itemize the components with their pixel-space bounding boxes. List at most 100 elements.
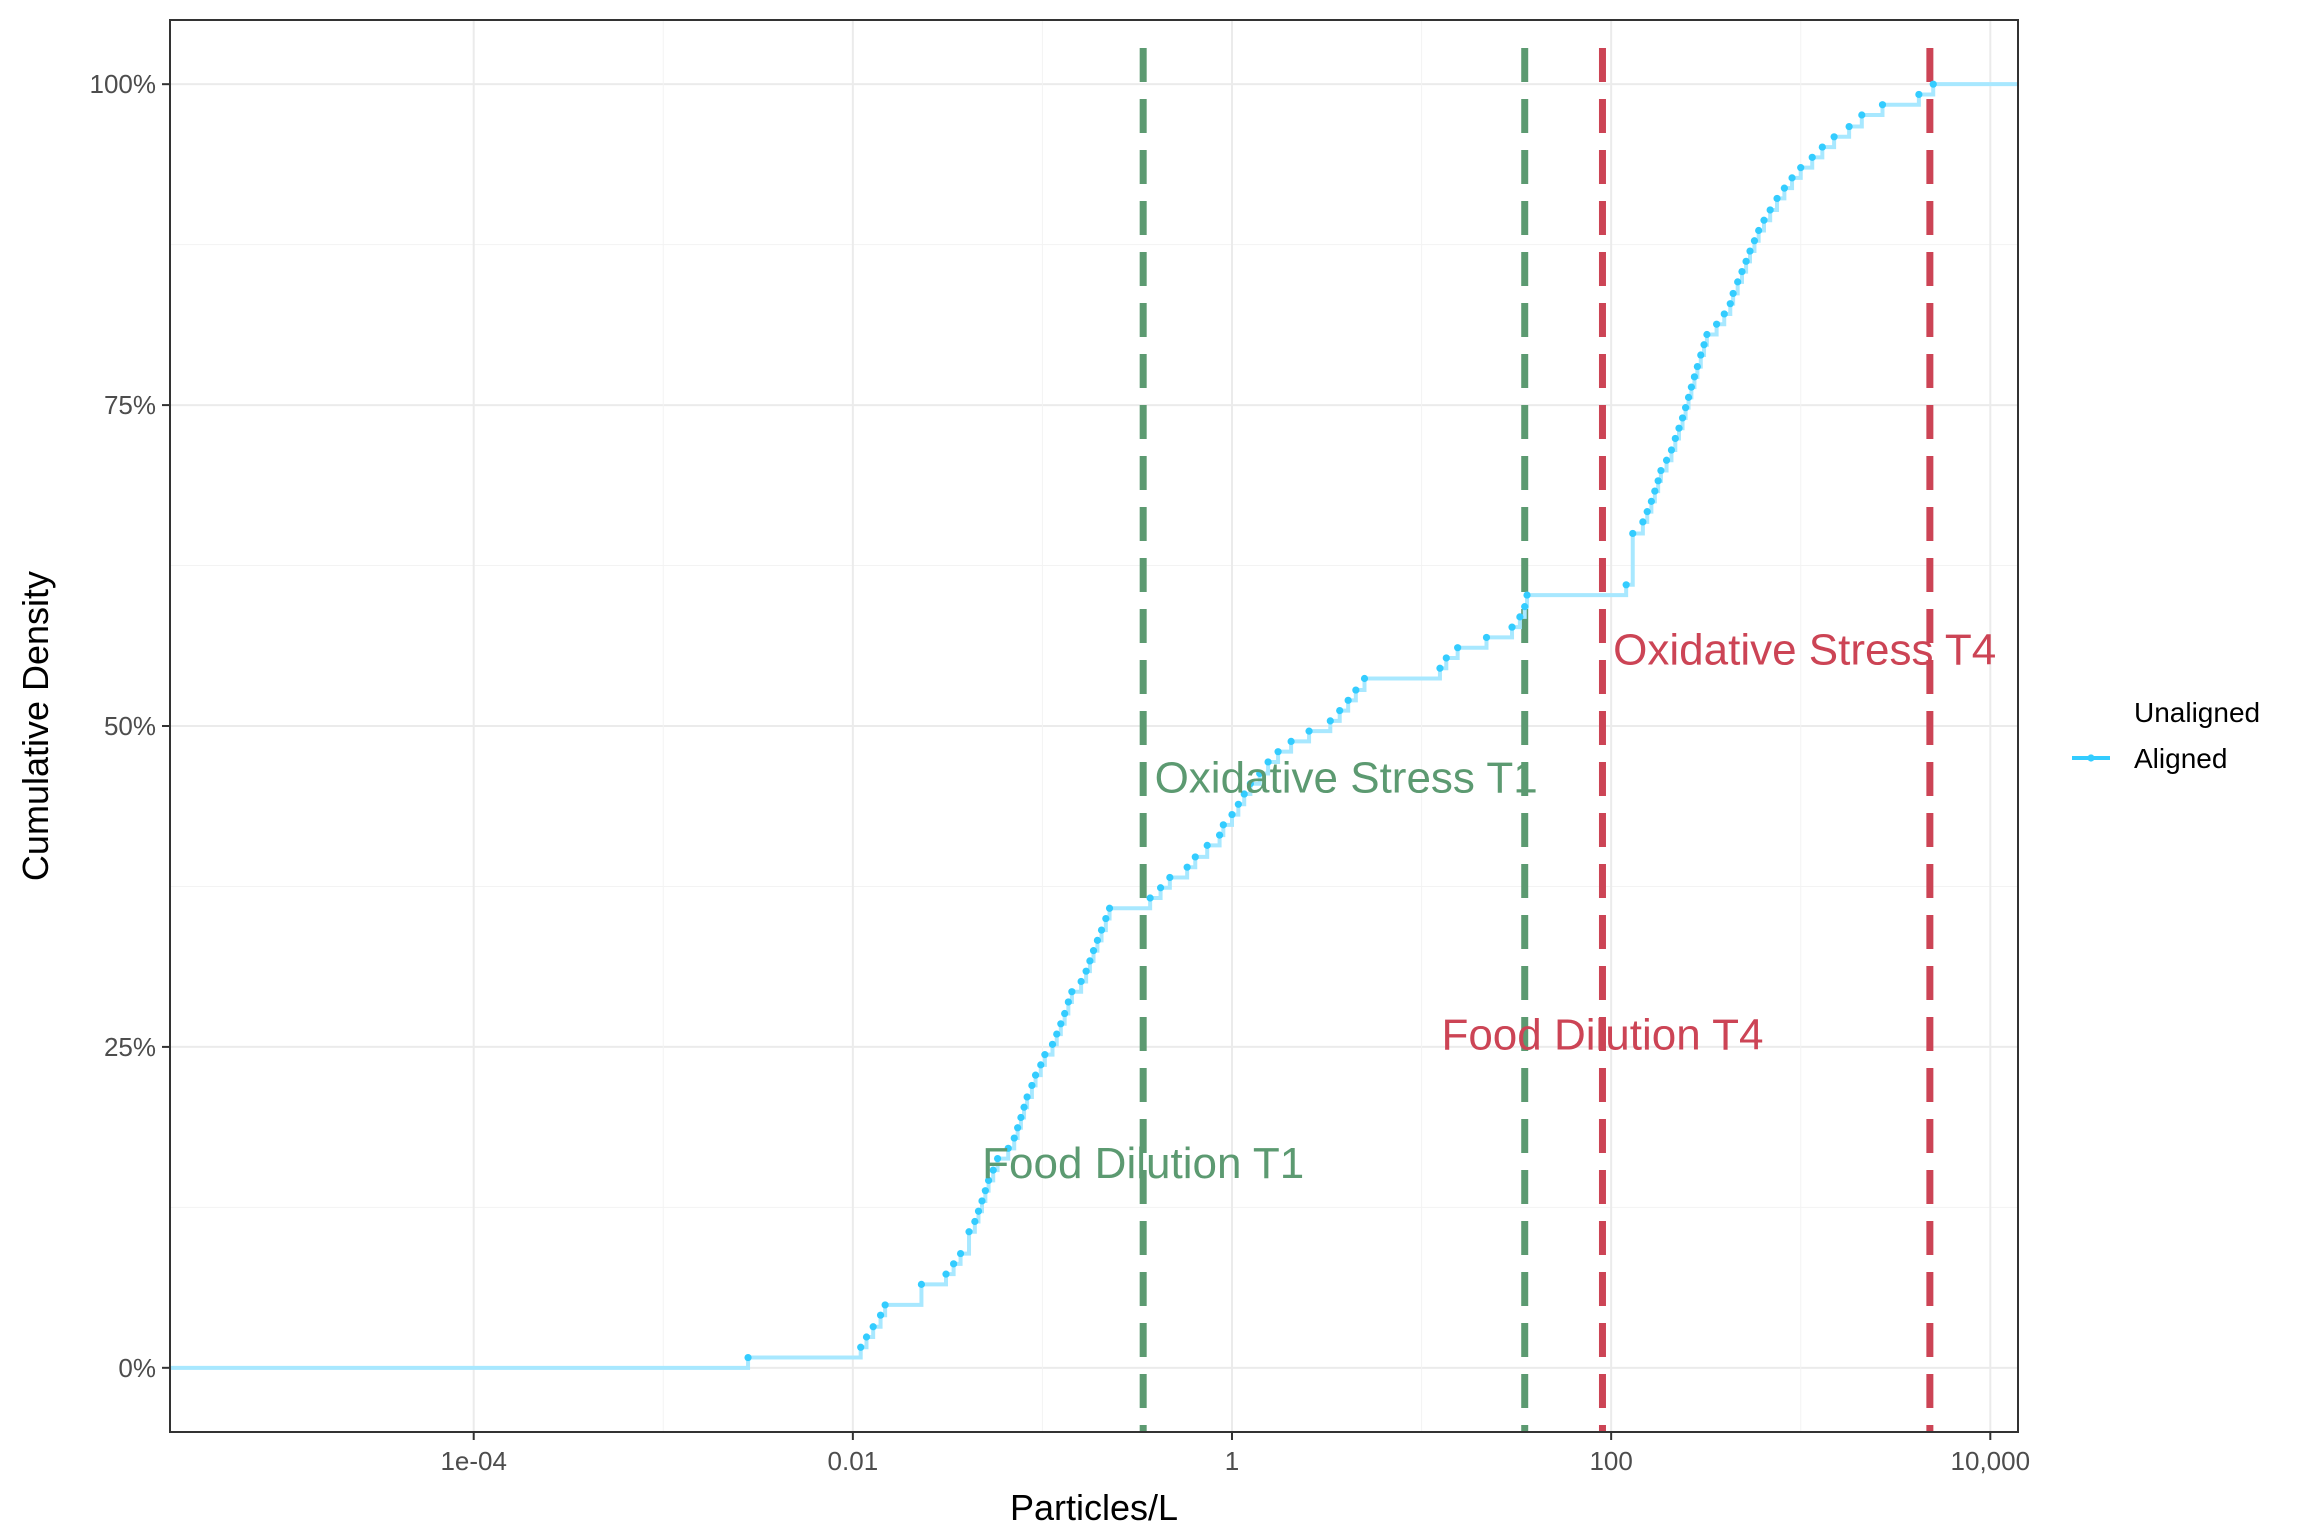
- data-point: [1915, 90, 1923, 99]
- data-point: [1667, 446, 1676, 454]
- annotations: Food Dilution T1 Oxidative Stress T1 Food …: [982, 625, 1996, 1187]
- data-point: [1326, 717, 1334, 725]
- data-point: [1746, 247, 1754, 255]
- data-point: [917, 1280, 926, 1288]
- data-point: [744, 1353, 752, 1362]
- data-point: [1671, 434, 1679, 443]
- data-point: [1004, 1144, 1012, 1152]
- legend: Unaligned Aligned: [2072, 697, 2260, 774]
- data-point: [1105, 904, 1114, 912]
- x-axis-ticks: 1e-04 0.01 1 100 10,000: [440, 1432, 2030, 1476]
- data-point: [1720, 310, 1728, 318]
- data-point: [1287, 737, 1295, 746]
- data-point: [1053, 1030, 1061, 1038]
- data-point: [1360, 674, 1369, 683]
- data-point: [1516, 613, 1524, 621]
- x-tick-label: 0.01: [828, 1446, 879, 1476]
- data-point: [965, 1228, 973, 1236]
- data-point: [1048, 1040, 1057, 1048]
- data-point: [1858, 111, 1866, 119]
- y-tick-label: 0%: [118, 1353, 156, 1383]
- data-point: [869, 1323, 877, 1331]
- data-point: [1057, 1020, 1065, 1028]
- data-point: [1264, 758, 1272, 766]
- y-tick-label: 25%: [104, 1032, 156, 1062]
- data-point: [1797, 164, 1805, 172]
- data-point: [1077, 977, 1085, 986]
- data-point: [1086, 957, 1094, 965]
- data-point: [1017, 1113, 1025, 1122]
- data-point: [1166, 873, 1174, 882]
- data-point: [1830, 133, 1838, 141]
- data-point: [1750, 237, 1759, 245]
- data-point: [1700, 341, 1708, 349]
- data-point: [1023, 1093, 1031, 1101]
- data-point: [978, 1197, 986, 1205]
- data-point: [1064, 998, 1072, 1006]
- data-point: [1146, 894, 1154, 902]
- reference-label: Oxidative Stress T1: [1155, 754, 1538, 803]
- data-point: [1010, 1134, 1018, 1142]
- data-point: [1678, 414, 1687, 422]
- data-point: [1738, 267, 1746, 276]
- data-point: [971, 1217, 979, 1226]
- data-point: [942, 1270, 950, 1278]
- x-tick-label: 1: [1225, 1446, 1239, 1476]
- data-point: [1766, 206, 1774, 214]
- y-axis-ticks: 0% 25% 50% 75% 100%: [90, 69, 170, 1383]
- data-point: [1629, 529, 1637, 538]
- data-point: [1097, 926, 1106, 934]
- data-point: [1508, 623, 1516, 631]
- reference-label: Food Dilution T1: [982, 1139, 1304, 1188]
- legend-key-aligned-point: [2087, 754, 2095, 762]
- data-point: [1183, 863, 1191, 871]
- data-point: [1031, 1071, 1040, 1079]
- data-point: [1454, 644, 1462, 652]
- data-point: [1240, 790, 1248, 798]
- data-point: [881, 1301, 889, 1309]
- reference-label: Food Dilution T4: [1441, 1010, 1763, 1059]
- data-point: [1436, 664, 1444, 672]
- legend-label-unaligned: Unaligned: [2134, 697, 2260, 728]
- data-point: [1246, 780, 1254, 788]
- data-point: [1684, 393, 1693, 401]
- data-point: [1191, 853, 1199, 861]
- data-point: [1102, 914, 1110, 923]
- data-point: [1336, 706, 1344, 715]
- data-point: [950, 1260, 958, 1268]
- data-point: [1693, 362, 1701, 371]
- data-point: [1780, 184, 1788, 192]
- data-point: [1156, 884, 1165, 892]
- data-point: [1760, 216, 1768, 224]
- data-point: [1228, 810, 1236, 819]
- data-point: [1734, 278, 1742, 286]
- data-point: [1061, 1009, 1069, 1018]
- data-point: [1755, 226, 1763, 235]
- data-point: [1020, 1103, 1028, 1111]
- reference-label: Oxidative Stress T4: [1613, 625, 1996, 674]
- x-tick-label: 10,000: [1951, 1446, 2031, 1476]
- data-point: [989, 1166, 997, 1174]
- x-tick-label: 1e-04: [440, 1446, 507, 1476]
- data-point: [993, 1154, 1002, 1163]
- y-tick-label: 75%: [104, 390, 156, 420]
- data-point: [1305, 727, 1313, 735]
- data-point: [1773, 194, 1781, 203]
- data-point: [1690, 373, 1699, 381]
- data-point: [974, 1207, 983, 1215]
- data-point: [1742, 257, 1750, 265]
- data-point: [1082, 967, 1090, 975]
- data-point: [1352, 686, 1360, 694]
- data-point: [1818, 143, 1826, 151]
- data-point: [1729, 289, 1737, 298]
- data-point: [956, 1249, 965, 1258]
- data-point: [981, 1187, 989, 1195]
- data-point: [1643, 508, 1651, 516]
- data-point: [1028, 1081, 1036, 1090]
- data-point: [1521, 603, 1529, 611]
- data-point: [1788, 174, 1796, 182]
- data-point: [1037, 1061, 1045, 1069]
- data-point: [1014, 1124, 1022, 1132]
- data-point: [1703, 330, 1711, 339]
